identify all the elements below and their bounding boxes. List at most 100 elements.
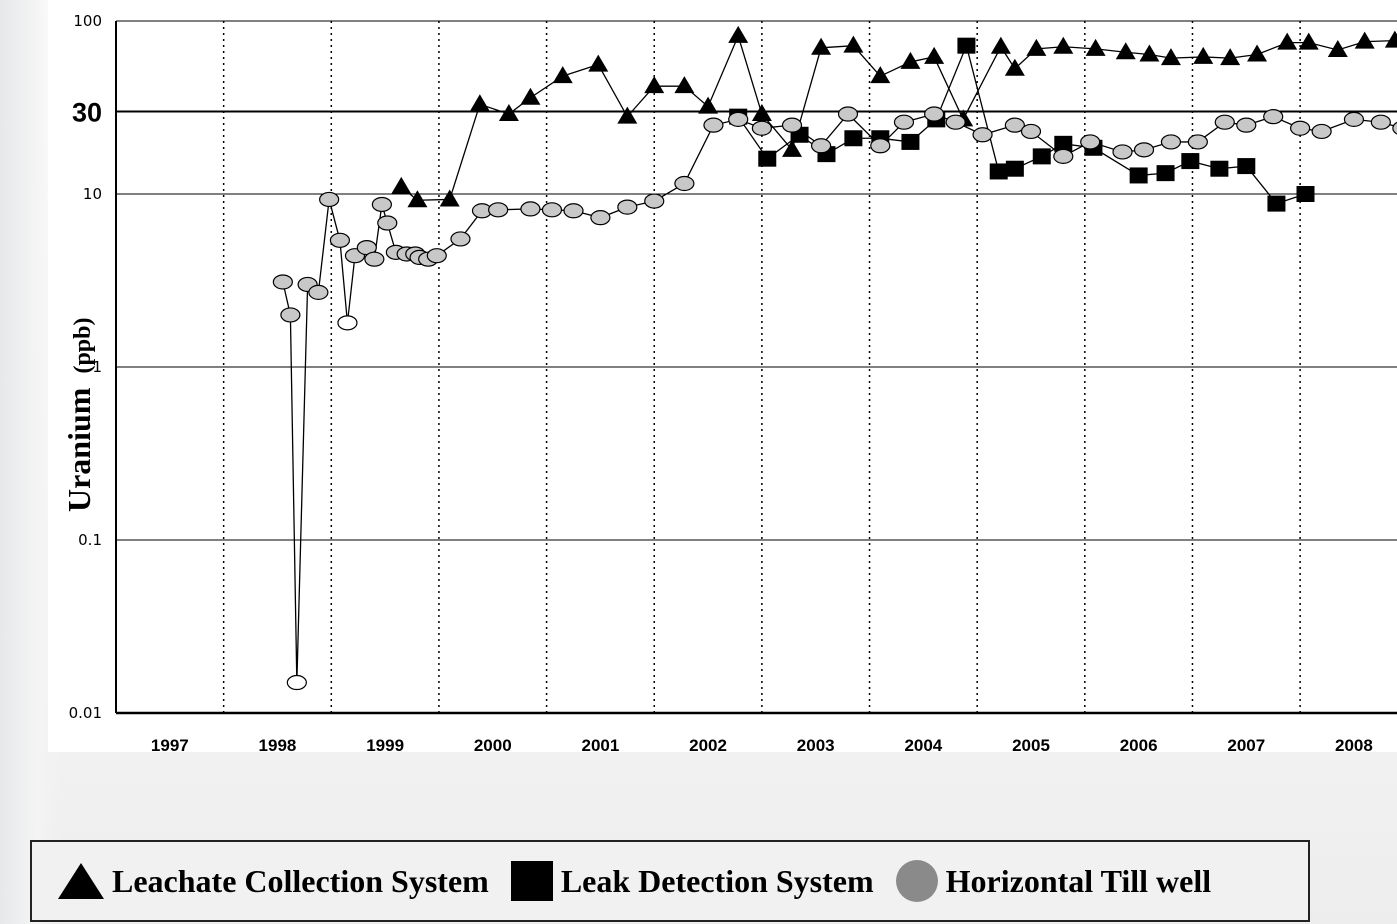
circle-marker [945,114,966,130]
circle-marker [617,199,638,215]
circle-marker [1236,117,1257,133]
triangle-marker [990,36,1011,54]
triangle-marker [644,76,665,94]
circle-marker [329,232,351,248]
square-marker [1005,160,1024,177]
triangle-marker [498,104,519,122]
triangle-marker [674,76,695,94]
x-tick-label: 2006 [1120,736,1158,752]
square-marker [844,130,863,147]
circle-marker [1290,120,1311,136]
chart-panel: 100 30 10 1 0.1 0.01 1997 1998 1999 2000 2001 2002… [48,0,1397,752]
triangle-marker [391,176,412,194]
y-axis-unit: (ppb) [70,318,96,374]
triangle-marker-icon [58,863,104,899]
legend-item-leachate: Leachate Collection System [56,859,489,903]
circle-marker [728,111,749,127]
triangle-marker [520,87,541,105]
triangle-marker [1004,58,1025,76]
y-axis-label: Uranium (ppb) [61,318,97,512]
circle-marker [1004,117,1025,133]
triangle-marker [1327,39,1348,57]
triangle-marker [1085,38,1106,56]
circle-marker [286,674,307,691]
circle-marker [563,203,584,219]
triangle-marker [1139,44,1160,62]
square-marker [1296,186,1315,202]
circle-marker [426,248,447,264]
square-marker [989,163,1008,180]
x-tick-label: 2002 [689,736,727,752]
triangle-marker [870,66,891,84]
y-axis-label-text: Uranium [61,387,97,512]
y-tick-label: 30 [72,97,102,127]
triangle-marker [407,190,428,208]
circle-marker [337,315,358,331]
x-tick-label: 1999 [366,736,404,752]
triangle-marker [1220,48,1241,66]
square-marker [758,150,777,167]
triangle-marker [588,54,609,72]
circle-marker [541,202,563,218]
x-tick-label: 1997 [151,736,189,752]
y-tick-label: 100 [73,12,102,30]
x-tick-label: 2005 [1012,736,1050,752]
triangle-marker [900,51,921,69]
triangle-marker [469,94,490,112]
circle-marker [319,191,340,208]
circle-marker [377,215,398,231]
circle-marker [450,231,471,247]
circle-marker [893,114,915,130]
square-marker-icon [510,861,553,901]
circle-marker [1053,148,1074,164]
y-tick-label: 1 [92,358,102,376]
triangle-marker [1298,32,1319,50]
circle-marker [1187,134,1208,150]
triangle-marker [782,139,803,157]
triangle-marker [751,104,772,122]
x-tick-label: 2000 [474,736,512,752]
triangle-marker [1384,30,1397,48]
legend: Leachate Collection System Leak Detectio… [30,840,1310,922]
circle-marker [810,138,832,154]
uranium-chart: 100 30 10 1 0.1 0.01 1997 1998 1999 2000 2001 2002… [61,12,1397,752]
legend-label-till-well: Horizontal Till well [945,862,1212,899]
square-marker [1267,195,1286,212]
circle-marker [272,274,293,290]
y-tick-label: 0.1 [78,531,102,549]
x-tick-label: 2004 [904,736,942,752]
circle-marker [590,210,611,226]
circle-marker [781,117,803,133]
triangle-marker [924,46,945,64]
circle-marker [1263,109,1284,125]
triangle-marker [698,96,719,114]
circle-marker [280,307,301,323]
circle-marker [1214,114,1235,130]
circle-marker [520,201,541,217]
triangle-marker [1115,42,1136,60]
square-marker [1032,148,1051,165]
legend-item-till-well: Horizontal Till well [894,858,1211,904]
circle-marker [972,127,993,143]
triangle-marker [811,37,832,55]
circle-marker [308,284,329,300]
series-triangle [391,25,1397,208]
triangle-marker [1193,46,1214,64]
triangle-marker [843,35,864,53]
circle-marker [1343,111,1365,127]
square-marker [957,37,976,54]
legend-label-leachate: Leachate Collection System [112,862,489,899]
square-marker [1129,167,1148,184]
circle-marker [1160,134,1182,150]
y-tick-label: 10 [83,185,102,203]
x-tick-label: 2003 [797,736,835,752]
circle-marker-icon [895,860,938,902]
triangle-marker [1160,48,1181,66]
circle-marker [488,202,509,218]
triangle-marker [1247,44,1268,62]
circle-marker [751,120,772,136]
series-circle [272,106,1397,691]
triangle-marker [617,106,638,124]
square-marker [1156,165,1175,182]
triangle-marker [439,189,460,207]
